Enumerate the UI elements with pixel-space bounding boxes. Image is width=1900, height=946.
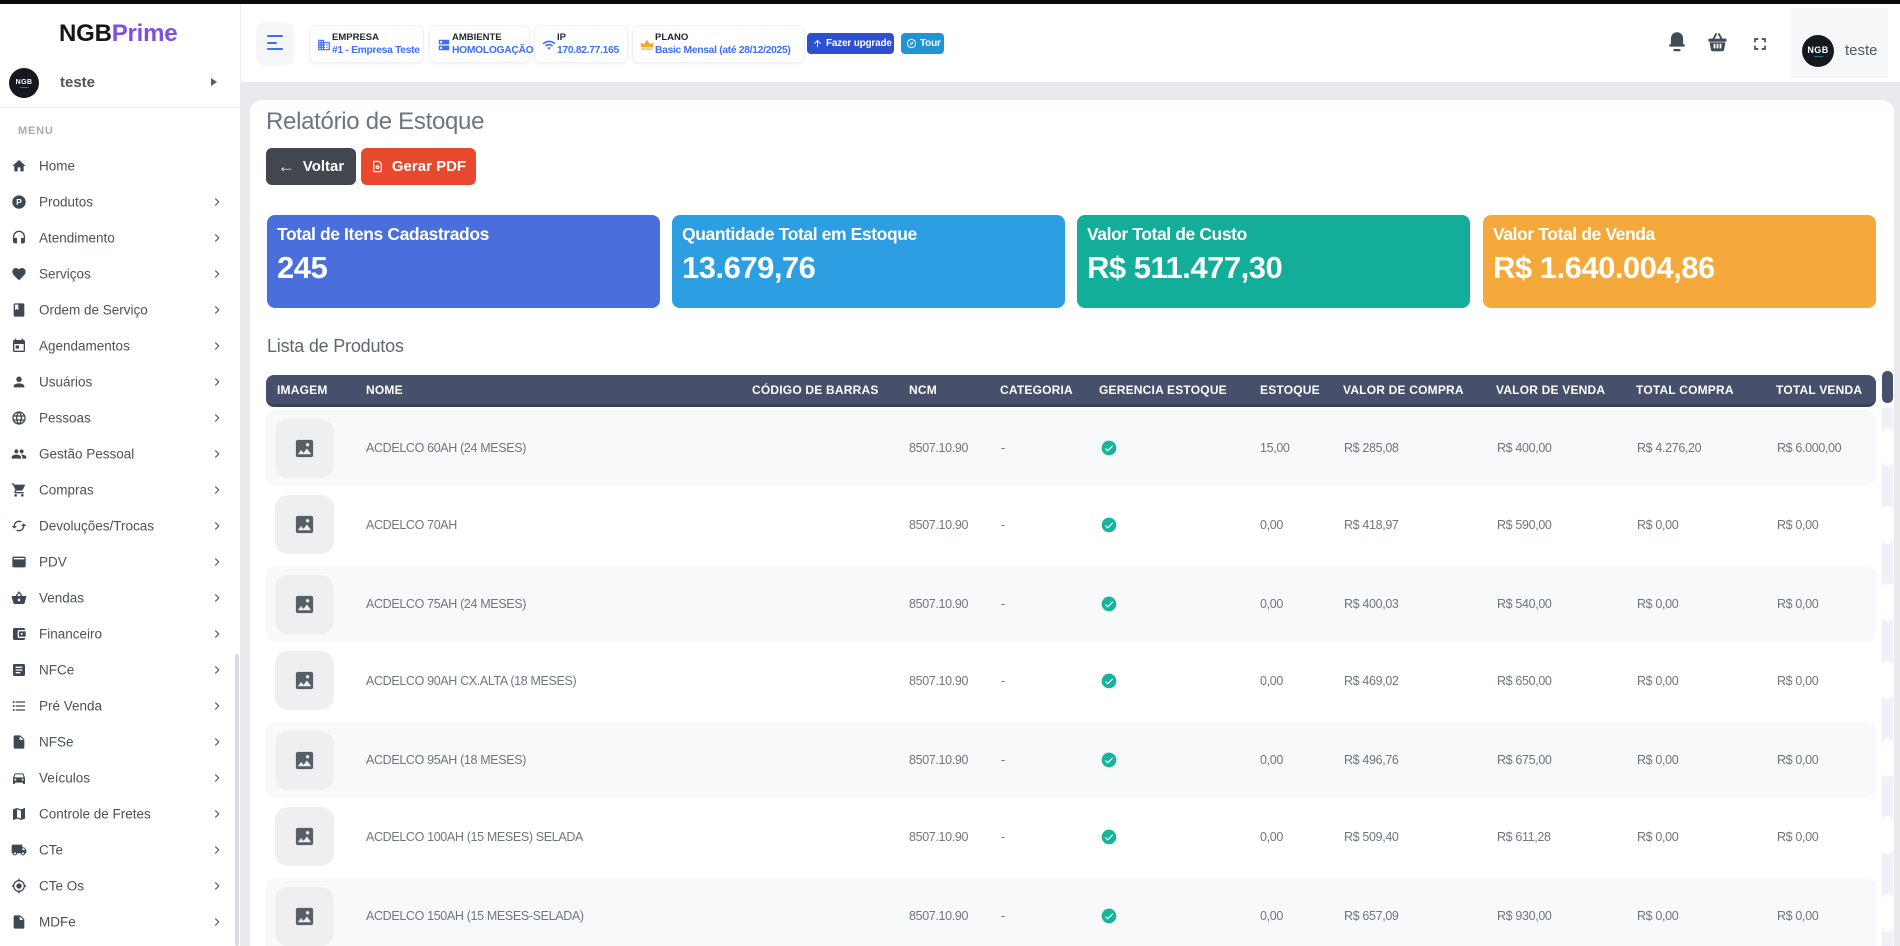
svg-text:P: P — [16, 197, 22, 207]
